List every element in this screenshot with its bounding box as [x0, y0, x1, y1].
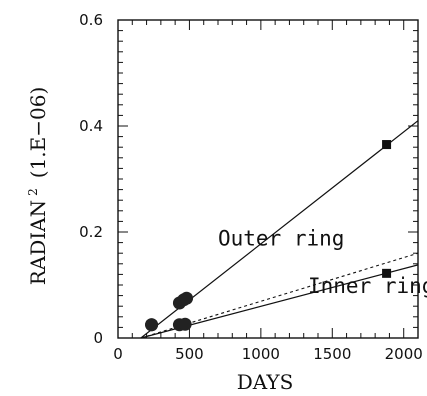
x-tick-label: 1000: [242, 345, 280, 363]
x-tick-label: 2000: [385, 345, 423, 363]
x-tick-label: 500: [175, 345, 204, 363]
x-tick-label: 0: [113, 345, 123, 363]
series-annotation-label: Inner ring: [308, 274, 427, 298]
y-tick-label: 0.2: [79, 223, 103, 241]
y-tick-label: 0.6: [79, 11, 103, 29]
y-tick-label: 0.4: [79, 117, 103, 135]
series-annotation-label: Outer ring: [218, 226, 344, 250]
data-point-circle: [145, 318, 159, 332]
y-axis-label-main: RADIAN: [26, 200, 50, 285]
data-point-square: [382, 268, 392, 278]
x-axis-label: DAYS: [237, 370, 294, 394]
data-point-square: [382, 140, 392, 150]
x-tick-label: 1500: [313, 345, 351, 363]
data-point-circle: [180, 291, 194, 305]
y-axis-label: RADIAN 2 (1.E−06): [26, 87, 50, 286]
y-tick-label: 0: [93, 329, 103, 347]
y-axis-label-unit: (1.E−06): [26, 87, 50, 179]
data-point-circle: [178, 317, 192, 331]
plot-layer: 0 500 1000 1500 2000 0 0.2 0.4 0.6 Outer ring Inne…: [79, 11, 427, 363]
y-axis-label-superscript: 2: [26, 188, 40, 196]
